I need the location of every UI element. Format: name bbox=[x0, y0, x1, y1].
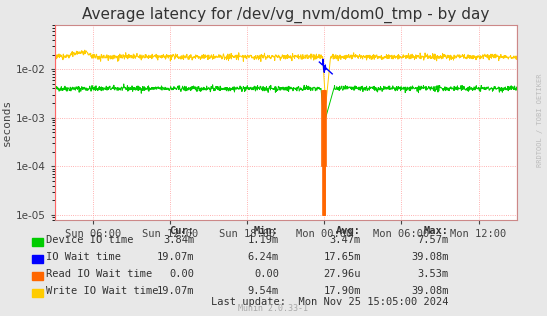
Text: Max:: Max: bbox=[423, 226, 449, 236]
Y-axis label: seconds: seconds bbox=[2, 99, 11, 146]
Text: 7.57m: 7.57m bbox=[417, 235, 449, 245]
Text: 19.07m: 19.07m bbox=[156, 286, 194, 296]
Title: Average latency for /dev/vg_nvm/dom0_tmp - by day: Average latency for /dev/vg_nvm/dom0_tmp… bbox=[82, 6, 490, 22]
Text: 17.65m: 17.65m bbox=[323, 252, 361, 262]
Text: Cur:: Cur: bbox=[169, 226, 194, 236]
Text: 39.08m: 39.08m bbox=[411, 252, 449, 262]
Text: 3.53m: 3.53m bbox=[417, 269, 449, 279]
Text: IO Wait time: IO Wait time bbox=[46, 252, 121, 262]
Text: 39.08m: 39.08m bbox=[411, 286, 449, 296]
Text: 0.00: 0.00 bbox=[169, 269, 194, 279]
Text: Device IO time: Device IO time bbox=[46, 235, 134, 245]
Text: 27.96u: 27.96u bbox=[323, 269, 361, 279]
Text: 19.07m: 19.07m bbox=[156, 252, 194, 262]
Text: Read IO Wait time: Read IO Wait time bbox=[46, 269, 153, 279]
Text: 1.19m: 1.19m bbox=[248, 235, 279, 245]
Text: 17.90m: 17.90m bbox=[323, 286, 361, 296]
Text: Min:: Min: bbox=[254, 226, 279, 236]
Text: Avg:: Avg: bbox=[336, 226, 361, 236]
Text: RRDTOOL / TOBI OETIKER: RRDTOOL / TOBI OETIKER bbox=[537, 73, 543, 167]
Text: Last update:  Mon Nov 25 15:05:00 2024: Last update: Mon Nov 25 15:05:00 2024 bbox=[211, 297, 449, 307]
Text: 3.84m: 3.84m bbox=[163, 235, 194, 245]
Text: 9.54m: 9.54m bbox=[248, 286, 279, 296]
Text: Write IO Wait time: Write IO Wait time bbox=[46, 286, 159, 296]
Text: 0.00: 0.00 bbox=[254, 269, 279, 279]
Text: 3.47m: 3.47m bbox=[330, 235, 361, 245]
Text: Munin 2.0.33-1: Munin 2.0.33-1 bbox=[238, 305, 309, 313]
Text: 6.24m: 6.24m bbox=[248, 252, 279, 262]
